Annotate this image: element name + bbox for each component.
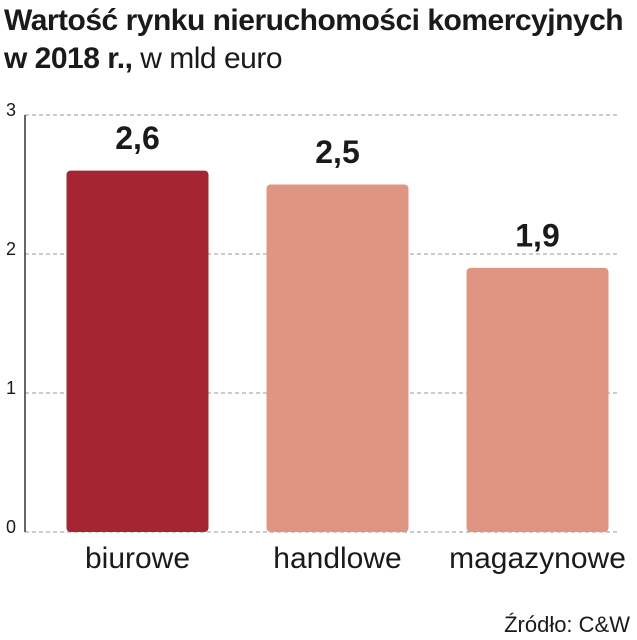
value-label: 1,9	[515, 217, 559, 253]
y-tick-label: 2	[6, 239, 16, 259]
chart-title: Wartość rynku nieruchomości komercyjnych…	[4, 4, 624, 75]
x-tick-label: magazynowe	[449, 542, 626, 575]
bar	[66, 170, 209, 532]
y-tick-label: 0	[6, 517, 16, 537]
source: Źródło: C&W	[504, 612, 630, 637]
value-label: 2,5	[315, 134, 359, 170]
y-tick-label: 1	[6, 378, 16, 398]
chart-subtitle: w mld euro	[140, 42, 282, 75]
bar	[466, 267, 609, 532]
header: Wartość rynku nieruchomości komercyjnych…	[4, 2, 629, 78]
x-tick-label: handlowe	[273, 542, 401, 575]
value-label: 2,6	[115, 120, 159, 156]
bar	[266, 184, 409, 532]
x-tick-label: biurowe	[85, 542, 190, 575]
y-tick-label: 3	[6, 100, 16, 120]
